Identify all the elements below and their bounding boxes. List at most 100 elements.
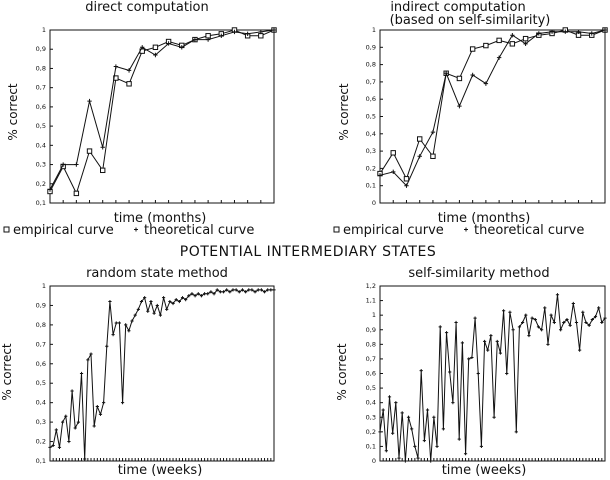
data-point-theoretical [476, 371, 480, 376]
empirical-legend-label: empirical curve [343, 223, 444, 238]
legend-left: empirical curve theoretical curve [3, 223, 254, 238]
data-point-theoretical [479, 444, 484, 449]
data-point-theoretical [400, 411, 404, 415]
data-point-theoretical [589, 31, 594, 36]
data-point-theoretical [76, 420, 80, 424]
data-point-theoretical [432, 415, 436, 419]
data-point-theoretical [73, 426, 77, 430]
data-point-theoretical [152, 311, 156, 315]
data-point-theoretical [454, 320, 458, 325]
data-point-theoretical [136, 307, 140, 311]
data-point-theoretical [416, 456, 420, 460]
theoretical-legend-label: theoretical curve [474, 223, 584, 238]
y-tick-label: 0,4 [36, 399, 46, 407]
data-point-theoretical [552, 320, 556, 325]
data-point-theoretical [105, 344, 109, 348]
data-point-theoretical [196, 292, 200, 296]
data-point-theoretical [166, 41, 171, 46]
data-point-theoretical [245, 31, 250, 37]
data-point-theoretical [406, 415, 411, 419]
y-tick-label: 0,6 [366, 95, 376, 103]
data-point-theoretical [155, 303, 159, 308]
data-point-theoretical [266, 288, 270, 292]
data-point-theoretical [209, 290, 213, 294]
y-tick-label: 0,3 [36, 418, 46, 426]
data-point-theoretical [79, 371, 84, 376]
data-point-theoretical [473, 316, 477, 320]
data-point-theoretical [171, 301, 175, 306]
y-tick-label: 0,2 [366, 428, 376, 436]
data-point-theoretical [495, 339, 499, 344]
data-point-theoretical [205, 37, 211, 42]
x-axis-label: time (months) [114, 211, 207, 226]
data-point-theoretical [83, 457, 87, 461]
data-point-theoretical [180, 296, 185, 300]
y-tick-label: 0,2 [366, 164, 376, 172]
y-tick-label: 0,1 [36, 457, 46, 465]
data-point-theoretical [563, 29, 568, 34]
chart-title: random state method [86, 266, 228, 281]
data-point-theoretical [467, 357, 471, 361]
data-point-theoretical [206, 292, 210, 296]
data-point-theoretical [600, 320, 604, 325]
data-point-theoretical [574, 320, 579, 325]
data-point-empirical [100, 167, 106, 174]
theoretical-legend-marker [134, 227, 138, 232]
y-tick-label: 1,2 [366, 282, 376, 290]
chart-random-state-method: random state method % correct time (week… [0, 266, 276, 478]
data-point-theoretical [187, 294, 191, 298]
data-point-theoretical [391, 431, 395, 435]
x-axis-label: time (months) [438, 211, 531, 226]
data-point-theoretical [540, 328, 544, 332]
data-point-theoretical [590, 317, 594, 322]
data-point-theoretical [133, 313, 137, 317]
data-point-theoretical [177, 299, 181, 304]
data-point-theoretical [179, 45, 184, 50]
data-point-theoretical [95, 404, 99, 409]
data-point-theoretical [576, 29, 581, 34]
data-point-theoretical [593, 315, 598, 319]
data-point-theoretical [417, 154, 422, 159]
y-tick-label: 0,3 [366, 147, 376, 155]
y-tick-label: 0,9 [36, 45, 46, 53]
data-point-empirical [522, 35, 529, 42]
data-point-theoretical [546, 342, 550, 346]
data-point-empirical [126, 81, 132, 87]
data-point-theoretical [381, 408, 385, 412]
y-tick-label: 0,3 [366, 413, 376, 421]
data-point-theoretical [444, 331, 449, 335]
series-line-theoretical [379, 29, 606, 187]
data-point-theoretical [67, 439, 71, 444]
data-point-theoretical [397, 456, 401, 460]
data-point-theoretical [190, 292, 194, 296]
series-line-empirical [379, 29, 606, 181]
theoretical-legend-marker [464, 227, 468, 232]
data-point-theoretical [523, 41, 528, 47]
data-point-theoretical [448, 370, 452, 374]
data-point-theoretical [521, 320, 525, 325]
data-point-theoretical [498, 351, 503, 355]
data-point-theoretical [117, 321, 122, 325]
data-point-theoretical [413, 444, 417, 449]
data-point-theoretical [153, 52, 158, 58]
data-point-theoretical [271, 27, 277, 33]
data-point-theoretical [146, 309, 150, 313]
data-point-theoretical [391, 169, 396, 175]
data-point-theoretical [259, 288, 263, 292]
data-point-theoretical [165, 307, 169, 311]
y-tick-label: 1,1 [366, 297, 376, 305]
empirical-legend-marker [333, 226, 340, 233]
data-point-theoretical [536, 31, 542, 36]
y-tick-label: 0,1 [366, 442, 376, 450]
data-point-theoretical [240, 288, 245, 292]
data-point-theoretical [578, 348, 582, 352]
data-point-theoretical [581, 310, 585, 314]
data-point-theoretical [61, 420, 65, 424]
data-point-empirical [509, 41, 516, 47]
data-point-theoretical [489, 333, 493, 338]
data-point-theoretical [536, 325, 541, 329]
plot-frame [49, 29, 275, 204]
y-tick-label: 0,1 [366, 182, 376, 190]
data-point-theoretical [47, 187, 53, 192]
